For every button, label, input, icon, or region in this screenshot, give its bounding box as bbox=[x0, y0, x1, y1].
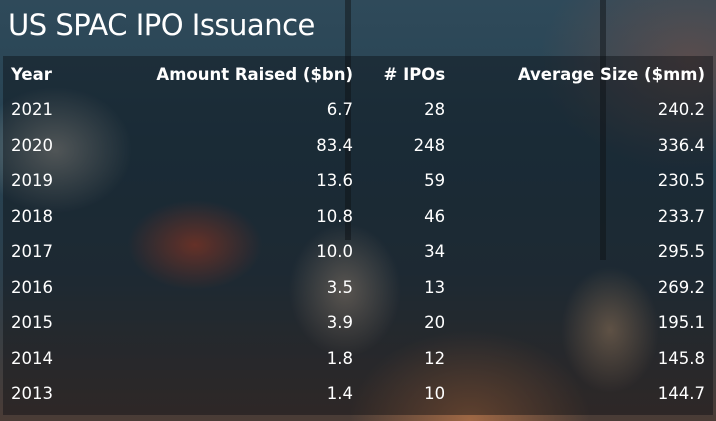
ipo-count-cell: 13 bbox=[424, 277, 446, 297]
year-cell: 2016 bbox=[11, 277, 53, 297]
amount-raised-cell: 13.6 bbox=[316, 171, 354, 191]
year-cell: 2015 bbox=[11, 313, 53, 333]
ipo-count-cell: 12 bbox=[424, 348, 446, 368]
column-header-average-size: Average Size ($mm) bbox=[517, 64, 705, 84]
table-header-row: Year Amount Raised ($bn) # IPOs Average … bbox=[3, 56, 713, 92]
average-size-cell: 269.2 bbox=[657, 277, 705, 297]
table-body: 2021 6.7 28 240.2 2020 83.4 248 336.4 2019 13.6 59… bbox=[3, 92, 713, 412]
amount-raised-cell: 10.8 bbox=[316, 206, 354, 226]
average-size-cell: 144.7 bbox=[657, 384, 705, 404]
average-size-cell: 336.4 bbox=[657, 135, 705, 155]
ipo-count-cell: 34 bbox=[424, 242, 446, 262]
year-cell: 2021 bbox=[11, 100, 53, 120]
table-row: 2016 3.5 13 269.2 bbox=[3, 270, 713, 306]
table-row: 2013 1.4 10 144.7 bbox=[3, 376, 713, 412]
background-decoration bbox=[345, 0, 351, 240]
year-cell: 2019 bbox=[11, 171, 53, 191]
amount-raised-cell: 83.4 bbox=[316, 135, 354, 155]
year-cell: 2017 bbox=[11, 242, 53, 262]
amount-raised-cell: 10.0 bbox=[316, 242, 354, 262]
table-row: 2020 83.4 248 336.4 bbox=[3, 128, 713, 164]
average-size-cell: 145.8 bbox=[657, 348, 705, 368]
data-table-container: Year Amount Raised ($bn) # IPOs Average … bbox=[3, 56, 713, 415]
background-decoration bbox=[600, 0, 606, 260]
year-cell: 2018 bbox=[11, 206, 53, 226]
year-cell: 2014 bbox=[11, 348, 53, 368]
table-row: 2017 10.0 34 295.5 bbox=[3, 234, 713, 270]
average-size-cell: 233.7 bbox=[657, 206, 705, 226]
page-title: US SPAC IPO Issuance bbox=[8, 8, 315, 42]
ipo-count-cell: 20 bbox=[424, 313, 446, 333]
amount-raised-cell: 3.9 bbox=[326, 313, 354, 333]
column-header-ipo-count: # IPOs bbox=[383, 64, 446, 84]
amount-raised-cell: 6.7 bbox=[326, 100, 354, 120]
average-size-cell: 230.5 bbox=[657, 171, 705, 191]
amount-raised-cell: 3.5 bbox=[326, 277, 354, 297]
ipo-count-cell: 46 bbox=[424, 206, 446, 226]
ipo-count-cell: 28 bbox=[424, 100, 446, 120]
average-size-cell: 195.1 bbox=[657, 313, 705, 333]
year-cell: 2020 bbox=[11, 135, 53, 155]
table-row: 2019 13.6 59 230.5 bbox=[3, 163, 713, 199]
average-size-cell: 295.5 bbox=[657, 242, 705, 262]
table-row: 2018 10.8 46 233.7 bbox=[3, 199, 713, 235]
column-header-amount-raised: Amount Raised ($bn) bbox=[156, 64, 354, 84]
ipo-count-cell: 10 bbox=[424, 384, 446, 404]
table-row: 2021 6.7 28 240.2 bbox=[3, 92, 713, 128]
column-header-year: Year bbox=[11, 64, 52, 84]
table-row: 2014 1.8 12 145.8 bbox=[3, 341, 713, 377]
ipo-count-cell: 59 bbox=[424, 171, 446, 191]
year-cell: 2013 bbox=[11, 384, 53, 404]
amount-raised-cell: 1.8 bbox=[326, 348, 354, 368]
data-table: Year Amount Raised ($bn) # IPOs Average … bbox=[3, 56, 713, 412]
amount-raised-cell: 1.4 bbox=[326, 384, 354, 404]
ipo-count-cell: 248 bbox=[413, 135, 446, 155]
table-row: 2015 3.9 20 195.1 bbox=[3, 305, 713, 341]
average-size-cell: 240.2 bbox=[657, 100, 705, 120]
